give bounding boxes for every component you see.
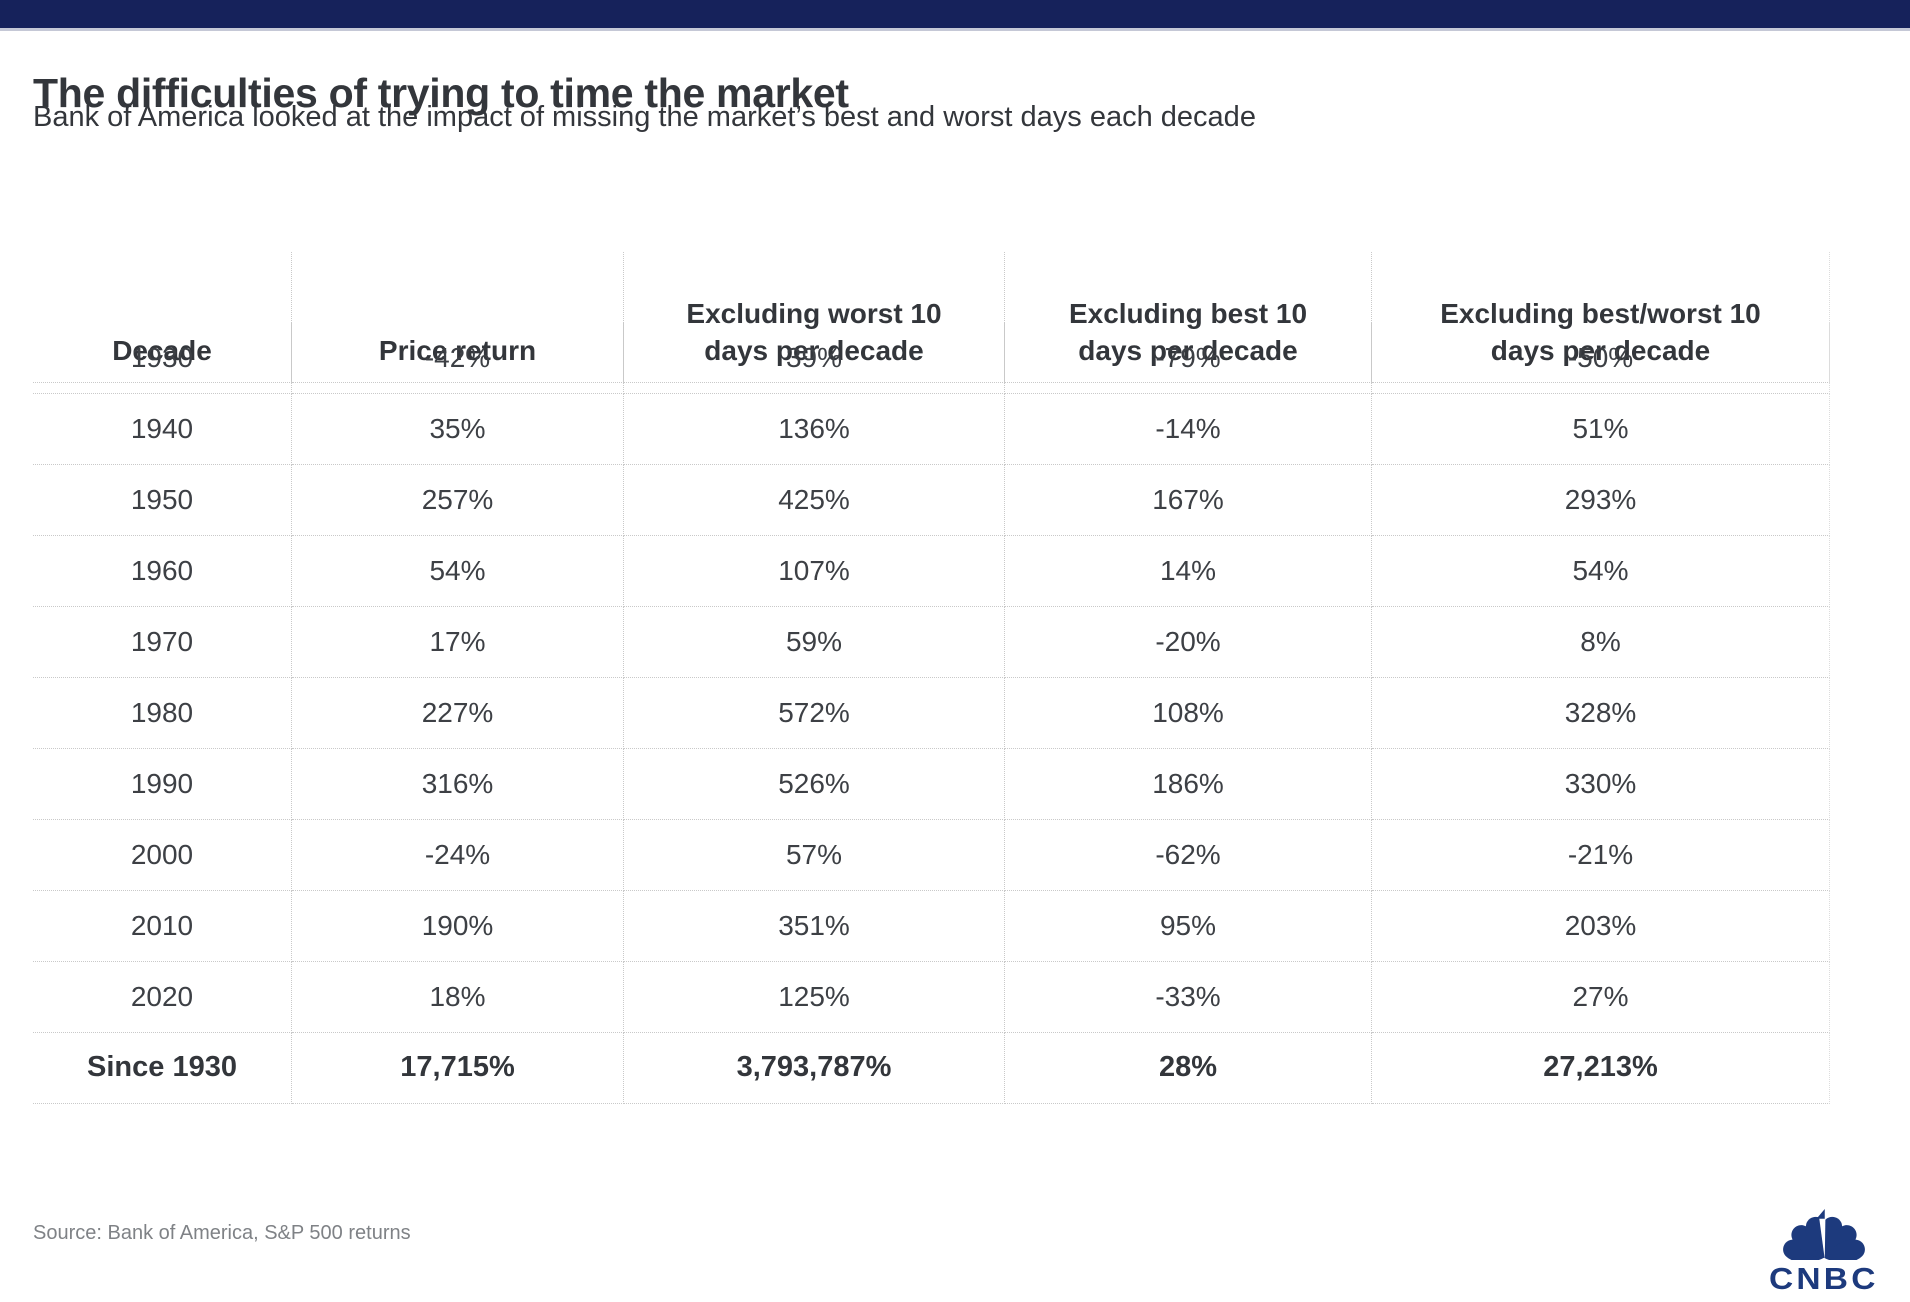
source-text: Source: Bank of America, S&P 500 returns [33,1222,411,1244]
table-cell: 39% [624,323,1005,394]
table-cell: 27% [1372,962,1830,1033]
table-cell: 328% [1372,678,1830,749]
table-cell: 18% [292,962,624,1033]
column-header: Decade [33,252,292,383]
row-label: 2010 [33,891,292,962]
total-row-cell: 27,213% [1372,1033,1830,1104]
cnbc-logo: CNBC [1764,1194,1884,1294]
column-header: Excluding worst 10 days per decade [624,252,1005,383]
table-cell: 203% [1372,891,1830,962]
table-cell: 227% [292,678,624,749]
cnbc-wordmark: CNBC [1769,1261,1879,1296]
column-header: Price return [292,252,624,383]
page-subtitle: Bank of America looked at the impact of … [33,101,1256,133]
top-accent-bar [0,0,1910,31]
table-cell: 95% [1005,891,1372,962]
table-cell: 316% [292,749,624,820]
page-title: The difficulties of trying to time the m… [33,70,849,117]
table-cell: 8% [1372,607,1830,678]
column-header: Excluding best 10 days per decade [1005,252,1372,383]
table-cell: 108% [1005,678,1372,749]
table-cell: 257% [292,465,624,536]
table-cell: -50% [1372,323,1830,394]
table-cell: 57% [624,820,1005,891]
row-label: 2020 [33,962,292,1033]
table-cell: 54% [1372,536,1830,607]
table-cell: 190% [292,891,624,962]
table-cell: 14% [1005,536,1372,607]
table-cell: 167% [1005,465,1372,536]
row-label: 1970 [33,607,292,678]
row-label: 1990 [33,749,292,820]
table-cell: -62% [1005,820,1372,891]
table-cell: -21% [1372,820,1830,891]
column-header: Excluding best/worst 10 days per decade [1372,252,1830,383]
data-table: Decade Price return Excluding worst 10 day… [33,252,1830,1104]
table-cell: -24% [292,820,624,891]
table-cell: 136% [624,394,1005,465]
total-row-cell: 17,715% [292,1033,624,1104]
table-cell: 330% [1372,749,1830,820]
table-cell: 186% [1005,749,1372,820]
table-cell: 54% [292,536,624,607]
table-cell: 425% [624,465,1005,536]
table-cell: 59% [624,607,1005,678]
table-cell: 351% [624,891,1005,962]
table-cell: 17% [292,607,624,678]
table-cell: -14% [1005,394,1372,465]
peacock-icon [1773,1194,1875,1265]
table-cell: 572% [624,678,1005,749]
total-row-cell: 28% [1005,1033,1372,1104]
table-cell: 526% [624,749,1005,820]
table-cell: 107% [624,536,1005,607]
total-row-label: Since 1930 [33,1033,292,1104]
total-row-cell: 3,793,787% [624,1033,1005,1104]
table-cell: -20% [1005,607,1372,678]
table-cell: 125% [624,962,1005,1033]
row-label: 1960 [33,536,292,607]
table-cell: -42% [292,323,624,394]
row-label: 2000 [33,820,292,891]
table-cell: -79% [1005,323,1372,394]
row-label: 1930 [33,323,292,394]
row-label: 1940 [33,394,292,465]
table-cell: 293% [1372,465,1830,536]
table-cell: 35% [292,394,624,465]
table-cell: -33% [1005,962,1372,1033]
table-cell: 51% [1372,394,1830,465]
row-label: 1980 [33,678,292,749]
row-label: 1950 [33,465,292,536]
